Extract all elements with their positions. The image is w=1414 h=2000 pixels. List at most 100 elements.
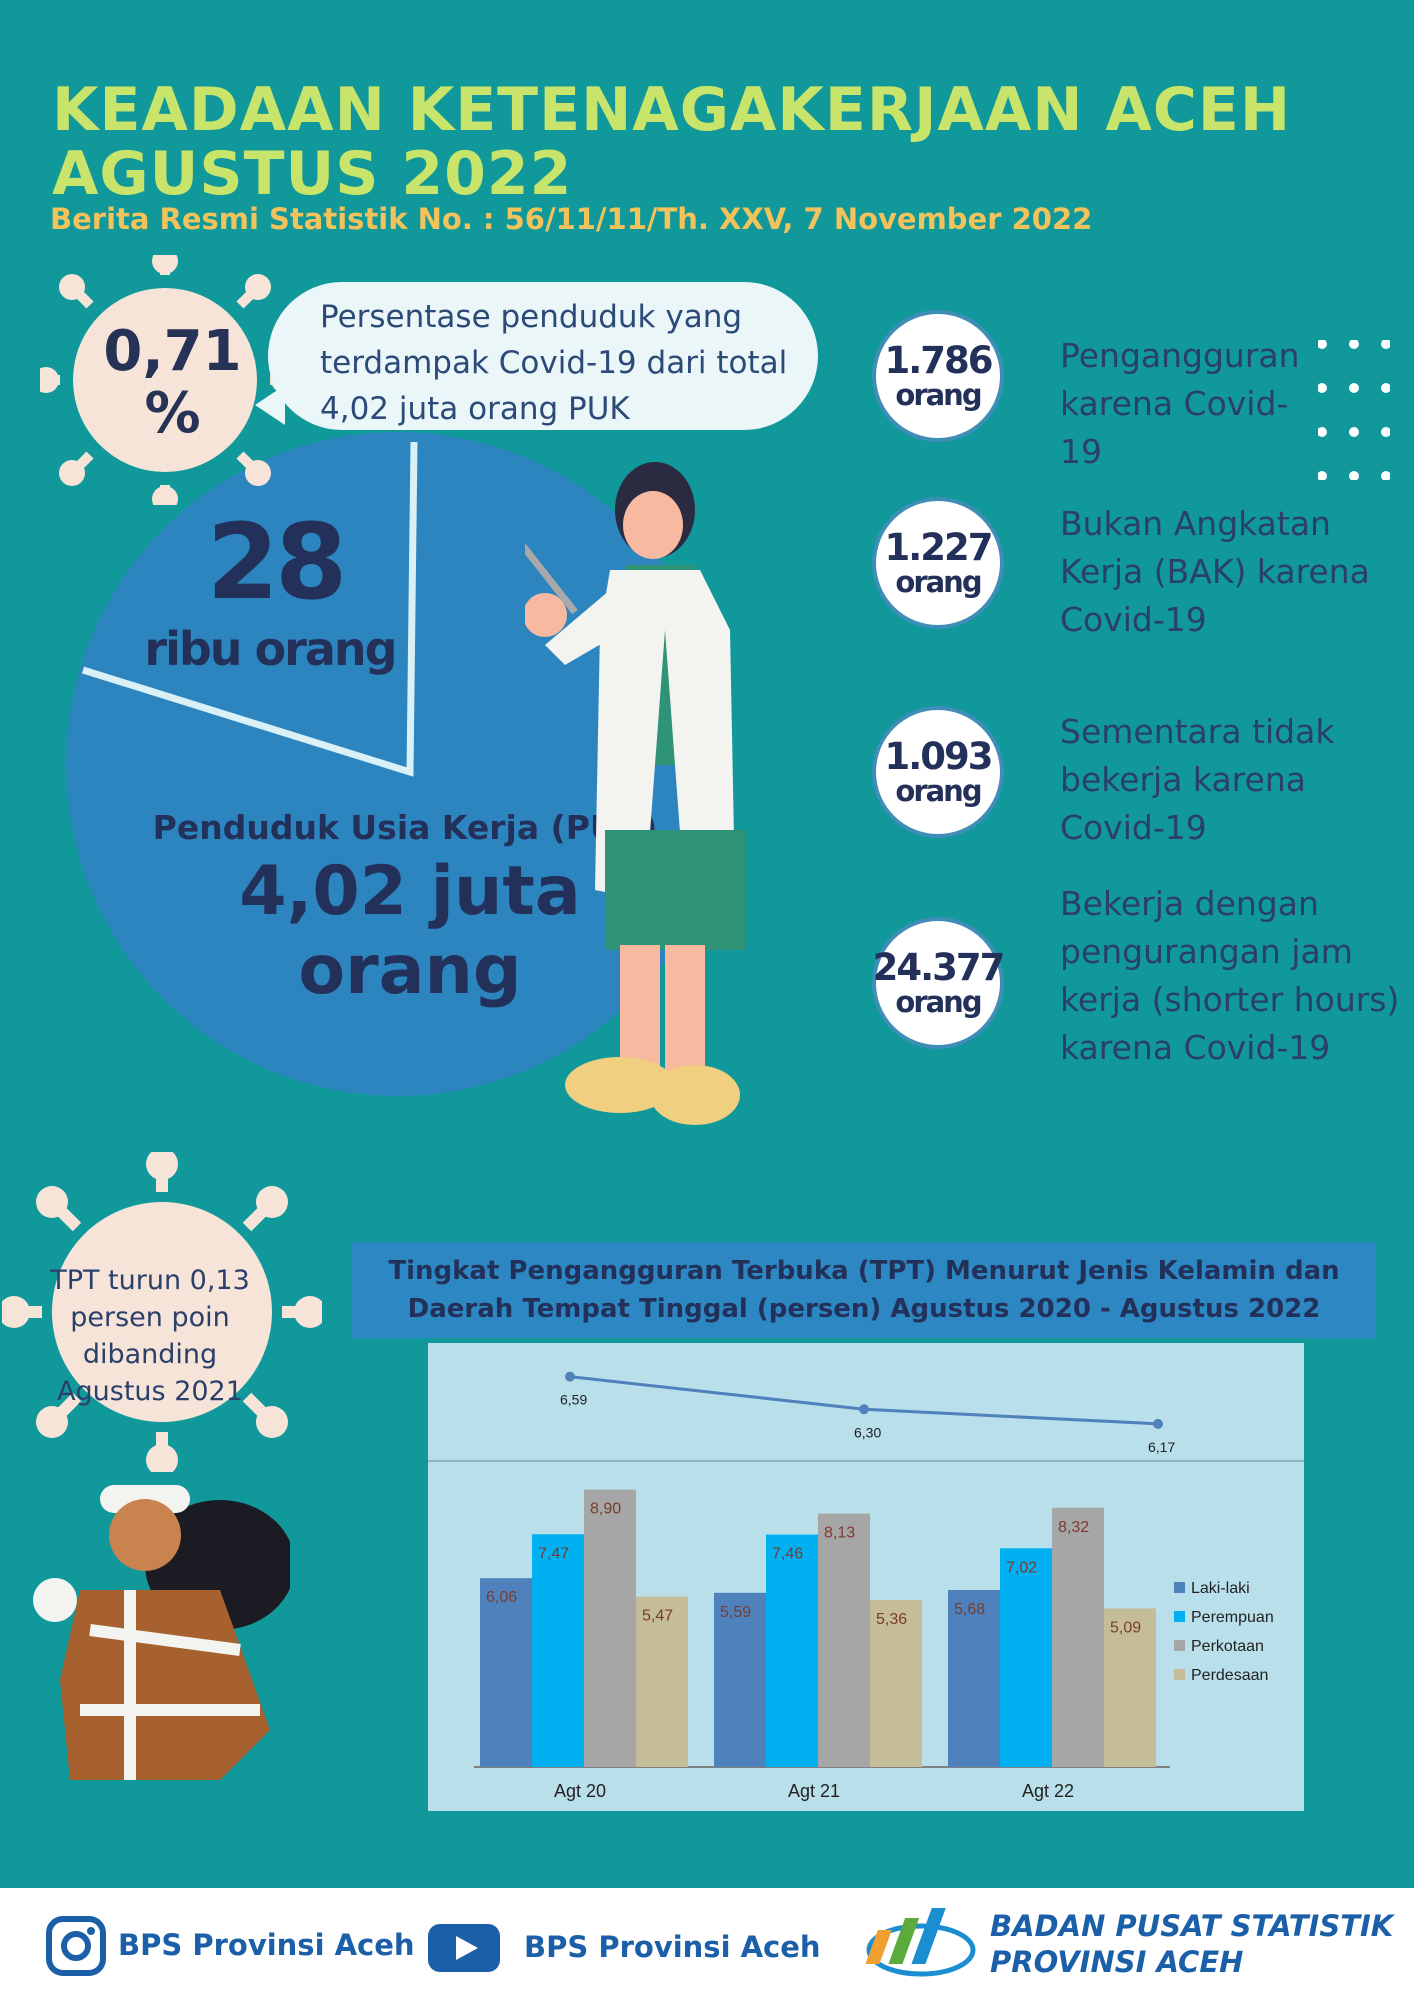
- stat-number: 1.227: [884, 526, 993, 569]
- doctor-shoe-right: [650, 1065, 740, 1125]
- tpt-bar-label: 8,13: [824, 1525, 855, 1542]
- instagram-icon[interactable]: [46, 1916, 106, 1976]
- tpt-bar-label: 5,47: [642, 1608, 673, 1625]
- chart-title: Tingkat Pengangguran Terbuka (TPT) Menur…: [352, 1242, 1376, 1338]
- stat-unit: orang: [895, 774, 982, 808]
- decorative-dots: [1318, 340, 1390, 480]
- tpt-note-line-1: TPT turun 0,13: [50, 1265, 250, 1296]
- tpt-bar: [532, 1534, 584, 1767]
- legend-swatch: [1174, 1582, 1185, 1593]
- worker-illustration: [33, 1485, 290, 1780]
- stat-desc-shorter-hours: Bekerja dengan pengurangan jam kerja (sh…: [1060, 884, 1400, 1067]
- tpt-note: TPT turun 0,13 persen poin dibanding Agu…: [40, 1262, 260, 1410]
- tpt-chart: 6,59 6,30 6,17 6,06 7,47 8,90 5,47 Agt 20 5,59 7,…: [428, 1343, 1304, 1811]
- tpt-bar: [1000, 1548, 1052, 1767]
- stat-desc-temporary: Sementara tidak bekerja karena Covid-19: [1060, 712, 1335, 847]
- tpt-bar-label: 7,46: [772, 1546, 803, 1563]
- callout-line-3: 4,02 juta orang PUK: [320, 391, 630, 427]
- page-subtitle: Berita Resmi Statistik No. : 56/11/11/Th…: [50, 202, 1093, 236]
- tpt-bar-label: 8,32: [1058, 1519, 1089, 1536]
- doctor-face: [623, 491, 683, 559]
- doctor-arm: [545, 590, 625, 665]
- tpt-bar: [584, 1489, 636, 1767]
- worker-hand: [33, 1578, 77, 1622]
- bps-org-line-1: BADAN PUSAT STATISTIK: [990, 1909, 1394, 1943]
- stat-unit: orang: [895, 565, 982, 599]
- legend-swatch: [1174, 1669, 1185, 1680]
- tpt-bar: [766, 1534, 818, 1767]
- stat-circle-temporary: 1.093 orang: [872, 706, 1004, 838]
- stat-circle-shorter-hours: 24.377 orang: [872, 917, 1006, 1049]
- worker-face: [109, 1499, 181, 1571]
- stat-desc-unemployed: Pengangguran karena Covid-19: [1060, 336, 1300, 471]
- tpt-bar: [818, 1513, 870, 1767]
- stat-number: 1.093: [884, 735, 993, 778]
- doctor-illustration: [525, 462, 745, 1125]
- page-title: KEADAAN KETENAGAKERJAAN ACEH AGUSTUS 202…: [52, 78, 1392, 206]
- tpt-bar-label: 7,02: [1006, 1559, 1037, 1576]
- title-line-2: AGUSTUS 2022: [52, 139, 573, 209]
- x-tick-label: Agt 20: [554, 1781, 606, 1801]
- doctor-shoe-left: [565, 1057, 675, 1113]
- instagram-link[interactable]: BPS Provinsi Aceh: [118, 1928, 415, 1962]
- tpt-bar-label: 8,90: [590, 1501, 621, 1518]
- stat-unit: orang: [895, 378, 982, 412]
- stat-number: 24.377: [872, 946, 1006, 989]
- x-tick-label: Agt 21: [788, 1781, 840, 1801]
- legend-swatch: [1174, 1611, 1185, 1622]
- virus-icon: [2, 1152, 322, 1472]
- youtube-link[interactable]: BPS Provinsi Aceh: [524, 1930, 821, 1964]
- tpt-bar-label: 5,68: [954, 1601, 985, 1618]
- affected-unit: ribu orang: [144, 622, 397, 676]
- tpt-bar: [636, 1596, 688, 1767]
- tpt-note-line-3: dibanding: [82, 1339, 218, 1370]
- tpt-bar: [1052, 1507, 1104, 1767]
- legend-label: Perkotaan: [1191, 1638, 1264, 1655]
- title-line-1: KEADAAN KETENAGAKERJAAN ACEH: [52, 75, 1292, 145]
- legend-label: Perempuan: [1191, 1609, 1274, 1626]
- stat-circle-unemployed: 1.786 orang: [872, 310, 1004, 442]
- affected-count: 28: [206, 501, 348, 623]
- callout-line-1: Persentase penduduk yang: [320, 299, 743, 335]
- stat-unit: orang: [895, 985, 982, 1019]
- legend-swatch: [1174, 1640, 1185, 1651]
- tpt-bar-label: 7,47: [538, 1545, 569, 1562]
- puk-label: Penduduk Usia Kerja (PUK): [152, 808, 658, 847]
- tpt-note-line-4: Agustus 2021: [57, 1376, 243, 1407]
- tpt-bar-label: 5,59: [720, 1604, 751, 1621]
- covid-percent-value: 0,71: [103, 318, 242, 384]
- tpt-bar: [480, 1578, 532, 1767]
- pointer-stick: [525, 542, 578, 615]
- footer: BPS Provinsi Aceh BPS Provinsi Aceh BADA…: [0, 1888, 1414, 2000]
- stat-desc-bak: Bukan Angkatan Kerja (BAK) karena Covid-…: [1060, 504, 1370, 639]
- tpt-total-label: 6,17: [1148, 1439, 1175, 1455]
- virus-icon: [40, 255, 290, 505]
- tpt-bar: [948, 1590, 1000, 1767]
- covid-callout: Persentase penduduk yang terdampak Covid…: [268, 282, 818, 430]
- pie-affected-slice-outline: [81, 441, 418, 777]
- chart-title-line-1: Tingkat Pengangguran Terbuka (TPT) Menur…: [388, 1256, 1340, 1286]
- chart-title-line-2: Daerah Tempat Tinggal (persen) Agustus 2…: [407, 1294, 1321, 1324]
- tpt-total-label: 6,59: [560, 1392, 587, 1408]
- doctor-hand: [525, 593, 567, 637]
- bps-org-line-2: PROVINSI ACEH: [990, 1945, 1244, 1979]
- callout-line-2: terdampak Covid-19 dari total: [320, 345, 788, 381]
- x-tick-label: Agt 22: [1022, 1781, 1074, 1801]
- tpt-total-point: [859, 1404, 869, 1415]
- puk-value: 4,02 juta orang: [239, 852, 581, 1010]
- stat-number: 1.786: [884, 339, 993, 382]
- tpt-bar: [714, 1592, 766, 1767]
- youtube-icon[interactable]: [428, 1924, 500, 1972]
- doctor-coat: [595, 570, 735, 900]
- tpt-total-point: [565, 1371, 575, 1382]
- legend-label: Perdesaan: [1191, 1667, 1268, 1684]
- doctor-skirt: [605, 830, 745, 950]
- tpt-bar-label: 5,36: [876, 1611, 907, 1628]
- covid-percent: 0,71 %: [80, 290, 265, 475]
- tpt-total-label: 6,30: [854, 1424, 881, 1440]
- legend-label: Laki-laki: [1191, 1580, 1250, 1597]
- covid-percent-sign: %: [144, 380, 201, 446]
- tpt-bar: [870, 1599, 922, 1767]
- tpt-bar-label: 6,06: [486, 1589, 517, 1606]
- tpt-total-point: [1153, 1418, 1163, 1429]
